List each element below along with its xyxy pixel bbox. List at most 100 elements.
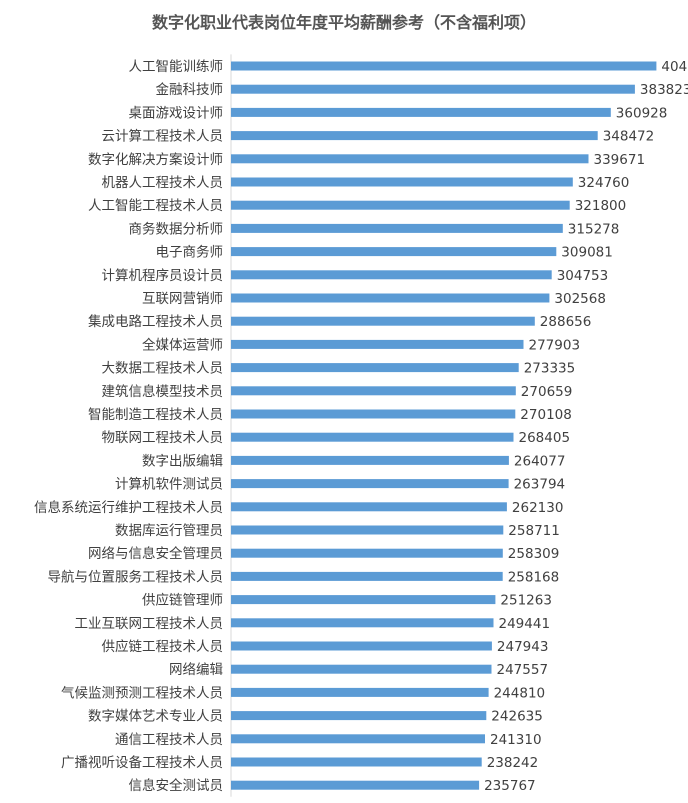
bar — [231, 595, 496, 605]
value-label: 263794 — [514, 477, 566, 493]
bar — [231, 316, 535, 326]
category-label: 互联网营销师 — [142, 291, 223, 307]
category-label: 机器人工程技术人员 — [102, 175, 224, 191]
bar — [231, 641, 492, 651]
value-label: 315278 — [568, 221, 620, 237]
category-label: 通信工程技术人员 — [115, 732, 223, 748]
category-label: 桌面游戏设计师 — [129, 105, 224, 121]
category-label: 供应链工程技术人员 — [102, 638, 224, 655]
value-label: 258309 — [508, 546, 560, 562]
category-label: 全媒体运营师 — [142, 336, 223, 353]
value-label: 244810 — [494, 685, 546, 701]
value-label: 268405 — [519, 430, 571, 446]
bar — [231, 571, 503, 581]
value-label: 251263 — [500, 593, 552, 609]
category-label: 智能制造工程技术人员 — [88, 407, 223, 423]
bar — [231, 293, 550, 303]
bar — [231, 339, 524, 349]
category-label: 物联网工程技术人员 — [102, 430, 224, 446]
value-label: 262130 — [512, 500, 564, 516]
value-label: 258711 — [508, 523, 560, 539]
bar — [231, 734, 485, 744]
bar — [231, 432, 514, 442]
category-label: 电子商务师 — [156, 245, 224, 261]
category-label: 导航与位置服务工程技术人员 — [48, 569, 224, 585]
value-label: 383823 — [640, 82, 688, 98]
value-label: 264077 — [514, 453, 566, 469]
bar — [231, 757, 482, 767]
bar — [231, 548, 503, 558]
category-label: 供应链管理师 — [142, 592, 223, 609]
bar — [231, 502, 507, 512]
value-label: 302568 — [554, 291, 606, 307]
value-label: 404245 — [661, 59, 688, 75]
chart-title: 数字化职业代表岗位年度平均薪酬参考（不含福利项） — [151, 13, 536, 32]
category-label: 金融科技师 — [156, 82, 224, 98]
value-label: 309081 — [561, 245, 613, 261]
category-label: 工业互联网工程技术人员 — [75, 616, 224, 632]
value-label: 247557 — [497, 662, 549, 678]
bar — [231, 84, 635, 94]
category-label: 集成电路工程技术人员 — [88, 314, 223, 330]
bar — [231, 409, 516, 419]
value-label: 304753 — [557, 268, 609, 284]
value-label: 288656 — [540, 314, 592, 330]
category-label: 信息安全测试员 — [129, 777, 224, 794]
bar — [231, 200, 570, 210]
bar — [231, 177, 573, 187]
category-label: 广播视听设备工程技术人员 — [61, 754, 223, 771]
value-label: 242635 — [491, 709, 543, 725]
bar — [231, 687, 489, 697]
bar — [231, 386, 516, 396]
bar — [231, 455, 509, 465]
value-label: 247943 — [497, 639, 549, 655]
bar — [231, 363, 519, 373]
bar — [231, 154, 589, 164]
category-label: 计算机程序员设计员 — [102, 268, 224, 284]
category-label: 人工智能训练师 — [129, 59, 224, 75]
category-label: 数字媒体艺术专业人员 — [88, 709, 223, 725]
category-label: 信息系统运行维护工程技术人员 — [34, 499, 223, 516]
bar — [231, 618, 494, 628]
bar — [231, 270, 552, 280]
category-label: 商务数据分析师 — [129, 221, 224, 237]
value-label: 321800 — [575, 198, 627, 214]
value-label: 273335 — [524, 361, 576, 377]
bar — [231, 107, 611, 117]
category-labels: 人工智能训练师金融科技师桌面游戏设计师云计算工程技术人员数字化解决方案设计师机器… — [34, 59, 223, 794]
category-label: 气候监测预测工程技术人员 — [61, 685, 223, 701]
bars-layer — [231, 61, 657, 790]
value-label: 339671 — [594, 152, 646, 168]
value-label: 270659 — [521, 384, 573, 400]
value-label: 238242 — [487, 755, 539, 771]
value-label: 277903 — [529, 337, 581, 353]
value-label: 360928 — [616, 105, 668, 121]
value-label: 249441 — [499, 616, 551, 632]
bar — [231, 247, 557, 257]
category-label: 计算机软件测试员 — [115, 477, 223, 493]
value-label: 270108 — [520, 407, 572, 423]
category-label: 网络与信息安全管理员 — [88, 545, 223, 562]
bar — [231, 223, 563, 233]
bar — [231, 131, 598, 141]
category-label: 网络编辑 — [169, 662, 223, 678]
bar — [231, 525, 504, 535]
value-label: 235767 — [484, 778, 536, 794]
category-label: 数字出版编辑 — [142, 453, 223, 469]
value-labels: 404245 383823 360928 348472 339671 324760 3218… — [484, 59, 688, 794]
category-label: 云计算工程技术人员 — [102, 129, 224, 145]
value-label: 324760 — [578, 175, 630, 191]
value-label: 258168 — [508, 569, 560, 585]
category-label: 大数据工程技术人员 — [102, 361, 224, 377]
bar — [231, 664, 492, 674]
category-label: 数据库运行管理员 — [115, 523, 223, 539]
value-label: 348472 — [603, 129, 655, 145]
category-label: 人工智能工程技术人员 — [88, 198, 223, 214]
category-label: 数字化解决方案设计师 — [88, 151, 223, 168]
category-label: 建筑信息模型技术员 — [102, 383, 224, 400]
bar — [231, 711, 487, 721]
value-label: 241310 — [490, 732, 542, 748]
bar — [231, 780, 480, 790]
bar — [231, 61, 657, 71]
